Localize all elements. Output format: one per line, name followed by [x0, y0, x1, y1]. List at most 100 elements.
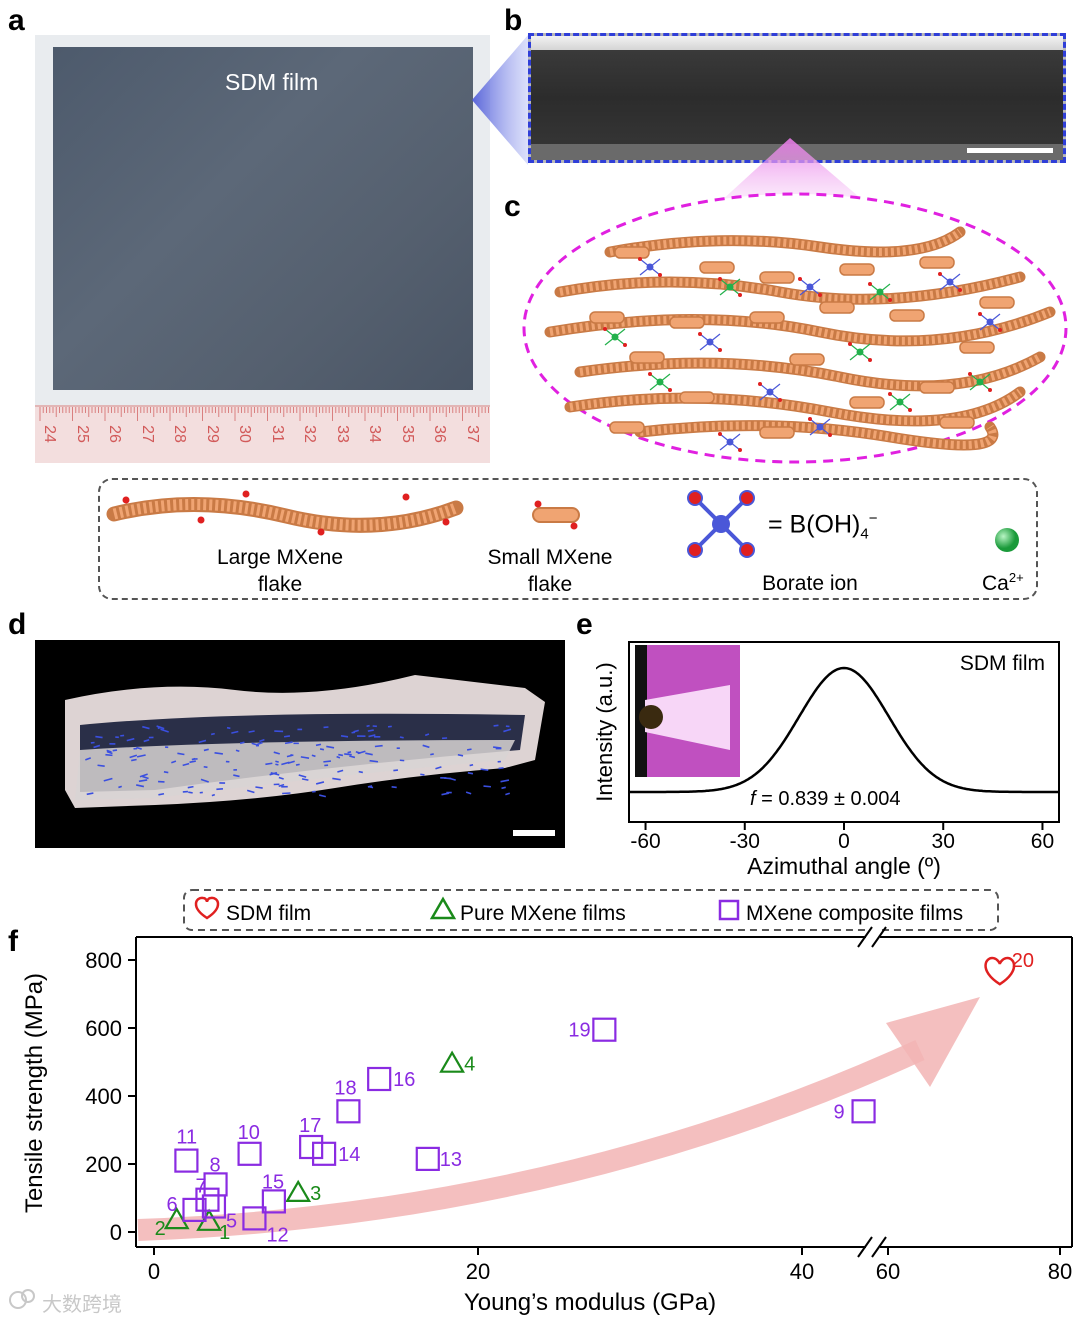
- flake-speck: [148, 736, 154, 739]
- flake-speck: [103, 777, 113, 782]
- oh-dot: [828, 433, 832, 437]
- calcium-node: [611, 333, 619, 341]
- flake-speck: [399, 736, 404, 739]
- small-flake-icon: [532, 500, 580, 530]
- flake-speck: [420, 773, 425, 776]
- strength-modulus-chart: SDM film Pure MXene films MXene composit…: [21, 889, 1073, 1316]
- point-label: 5: [226, 1211, 237, 1233]
- ruler-number: 33: [333, 425, 351, 443]
- flake-speck: [498, 767, 504, 770]
- panel-label-f: f: [8, 925, 18, 958]
- flake-speck: [156, 725, 165, 730]
- flake-speck: [467, 772, 474, 775]
- point-label: 20: [1012, 950, 1034, 972]
- flake-speck: [281, 761, 290, 766]
- flake-speck: [505, 725, 510, 728]
- flake-speck: [191, 757, 196, 761]
- pure-mxene-point: [439, 1050, 465, 1073]
- flake-speck: [483, 785, 491, 788]
- oh-dot: [758, 382, 762, 386]
- flake-speck: [97, 764, 105, 768]
- flake-speck: [347, 751, 352, 754]
- oh-dot: [623, 343, 627, 347]
- sem-cross-section: [528, 33, 1066, 163]
- panel-label-b: b: [504, 4, 523, 37]
- flake-speck: [323, 726, 329, 729]
- point-label: 13: [440, 1149, 462, 1171]
- oh-dot: [698, 332, 702, 336]
- flake-speck: [265, 762, 273, 766]
- flake-speck: [226, 726, 231, 730]
- flake-speck: [312, 790, 316, 793]
- large-flake-texture: [609, 228, 963, 256]
- sem-film-layer: [531, 50, 1063, 146]
- composite-point: [851, 1099, 876, 1124]
- flake-speck: [357, 750, 366, 755]
- flake-speck: [340, 735, 349, 738]
- ruler-number: 37: [463, 425, 481, 443]
- small-flake: [669, 316, 705, 329]
- pure-mxene-point: [163, 1206, 190, 1230]
- flake-speck: [165, 746, 169, 749]
- panel-label-e: e: [576, 608, 593, 641]
- point-label: 1: [219, 1222, 230, 1244]
- flake-speck: [177, 752, 185, 756]
- oh-dot: [988, 388, 992, 392]
- flake-speck: [283, 735, 291, 738]
- oh-dot: [718, 432, 722, 436]
- small-flake: [679, 391, 715, 404]
- flake-speck: [311, 754, 316, 758]
- flake-speck: [95, 735, 103, 739]
- composite-point: [312, 1141, 337, 1166]
- flake-speck: [281, 785, 288, 788]
- borate-label: Borate ion: [762, 572, 858, 595]
- oh-dot: [808, 417, 812, 421]
- orientation-annotation: f = 0.839 ± 0.004: [750, 788, 901, 810]
- flake-speck: [187, 785, 194, 789]
- flake-speck: [315, 781, 325, 785]
- zoom-connector-bc: [720, 138, 865, 202]
- large-flake-icon: [106, 490, 464, 536]
- oh-dot: [958, 288, 962, 292]
- small-flake: [959, 341, 995, 354]
- flake-speck: [301, 778, 309, 781]
- borate-node: [726, 438, 734, 446]
- flake-speck: [278, 776, 284, 780]
- small-flake: [614, 246, 650, 259]
- borate-ion-icon: [687, 490, 755, 558]
- oh-dot: [798, 277, 802, 281]
- ruler-number: 25: [73, 425, 91, 443]
- flake-speck: [326, 745, 335, 749]
- small-flake: [849, 396, 885, 409]
- flake-speck: [131, 758, 137, 762]
- legend-square-icon: [718, 899, 740, 921]
- intensity-curve: [629, 666, 1059, 794]
- flake-speck: [368, 734, 376, 738]
- watermark: 大数跨境: [8, 1286, 148, 1316]
- flake-speck: [391, 786, 397, 789]
- flake-speck: [214, 752, 224, 755]
- flake-speck: [344, 753, 352, 756]
- composite-point: [174, 1148, 199, 1173]
- small-flake: [979, 296, 1015, 309]
- flake-speck: [274, 730, 284, 733]
- flake-speck: [273, 783, 280, 786]
- flake-speck: [278, 783, 285, 788]
- tomography-render: [35, 640, 565, 848]
- point-label: 9: [834, 1101, 845, 1123]
- composite-point: [336, 1099, 361, 1124]
- oh-dot: [908, 408, 912, 412]
- flake-speck: [126, 737, 135, 742]
- legend-heart-icon: [194, 896, 220, 920]
- flake-speck: [319, 748, 325, 751]
- ruler-number: 29: [203, 425, 221, 443]
- ruler-number: 31: [268, 425, 286, 443]
- point-label: 8: [210, 1154, 221, 1176]
- composite-point: [261, 1189, 286, 1214]
- borate-node: [766, 388, 774, 396]
- large-flake-texture: [559, 273, 1022, 304]
- flake-speck: [160, 728, 169, 733]
- flake-speck: [138, 779, 148, 783]
- flake-speck: [422, 744, 430, 749]
- sdm-film-sheet: SDM film: [53, 47, 473, 390]
